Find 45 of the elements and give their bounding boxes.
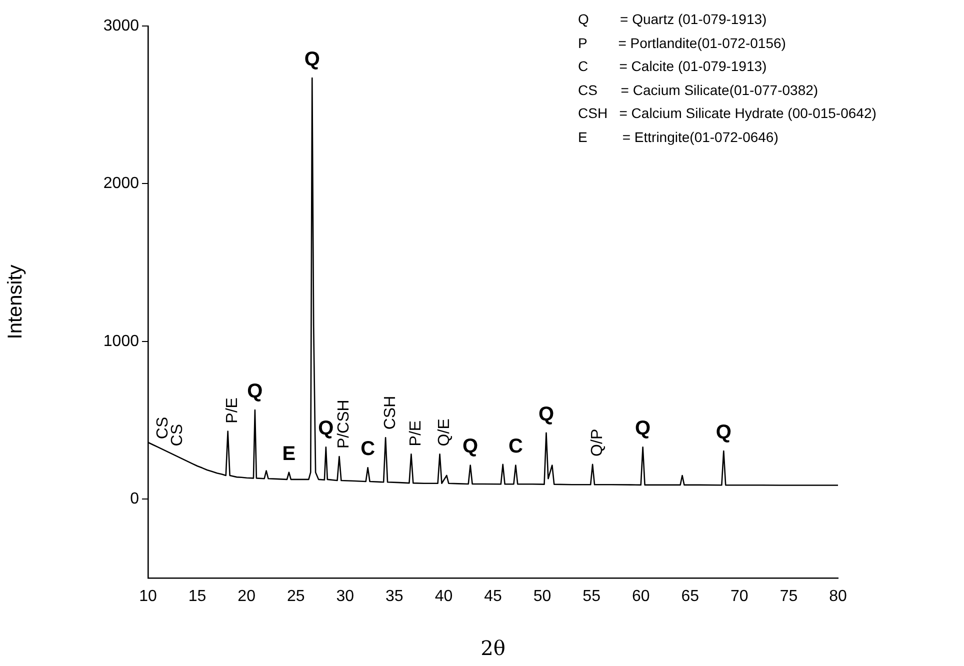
annotation: P/E [408,420,425,446]
x-tick-label: 35 [386,588,404,606]
annotation: CS [169,424,186,446]
annotation: Q [716,422,732,444]
x-tick-label: 80 [829,588,847,606]
x-tick-label: 65 [681,588,700,606]
annotation: P = Portlandite(01-072-0156) [578,34,786,51]
annotation: C [360,438,376,460]
y-tick-label: 3000 [103,17,140,34]
annotation: CS [154,416,172,440]
x-tick-label: 40 [434,588,453,606]
x-tick-label: 60 [632,588,650,606]
annotation: Q [318,418,334,440]
annotation: E [282,442,296,465]
x-tick-label: 55 [582,588,601,606]
x-tick-label: 75 [780,588,798,606]
x-tick-label: 15 [188,588,206,606]
x-tick-label: 50 [533,588,552,606]
x-tick-label: 30 [336,588,354,606]
y-tick-label: 2000 [103,175,140,192]
annotation: CS = Cacium Silicate(01-077-0382) [578,82,818,98]
annotation: Q = Quartz (01-079-1913) [578,11,767,27]
annotation: C [508,436,523,458]
annotation: Q/P [588,428,606,456]
annotation: Q [247,380,263,403]
annotation: CSH [382,396,399,430]
annotation: Q [538,403,554,426]
annotation: Q [462,436,478,458]
annotation: Q [304,48,320,71]
annotation: Q [635,418,651,440]
annotation: E = Ettringite(01-072-0646) [578,128,778,145]
annotation: P/E [224,398,242,424]
annotation: P/CSH [336,400,353,449]
annotation: Q/E [436,418,454,446]
y-tick-label: 1000 [103,332,140,350]
annotation: C = Calcite (01-079-1913) [578,58,767,74]
x-tick-label: 20 [238,588,256,606]
y-tick-label: 0 [130,490,140,508]
y-axis-title: Intensity [4,264,27,340]
x-tick-label: 70 [730,588,748,606]
annotation: CSH = Calcium Silicate Hydrate (00-015-0642) [578,105,876,122]
x-tick-label: 45 [484,588,502,606]
x-axis-title: 2θ [480,636,506,660]
x-tick-label: 25 [286,588,305,606]
x-tick-label: 10 [139,588,157,606]
